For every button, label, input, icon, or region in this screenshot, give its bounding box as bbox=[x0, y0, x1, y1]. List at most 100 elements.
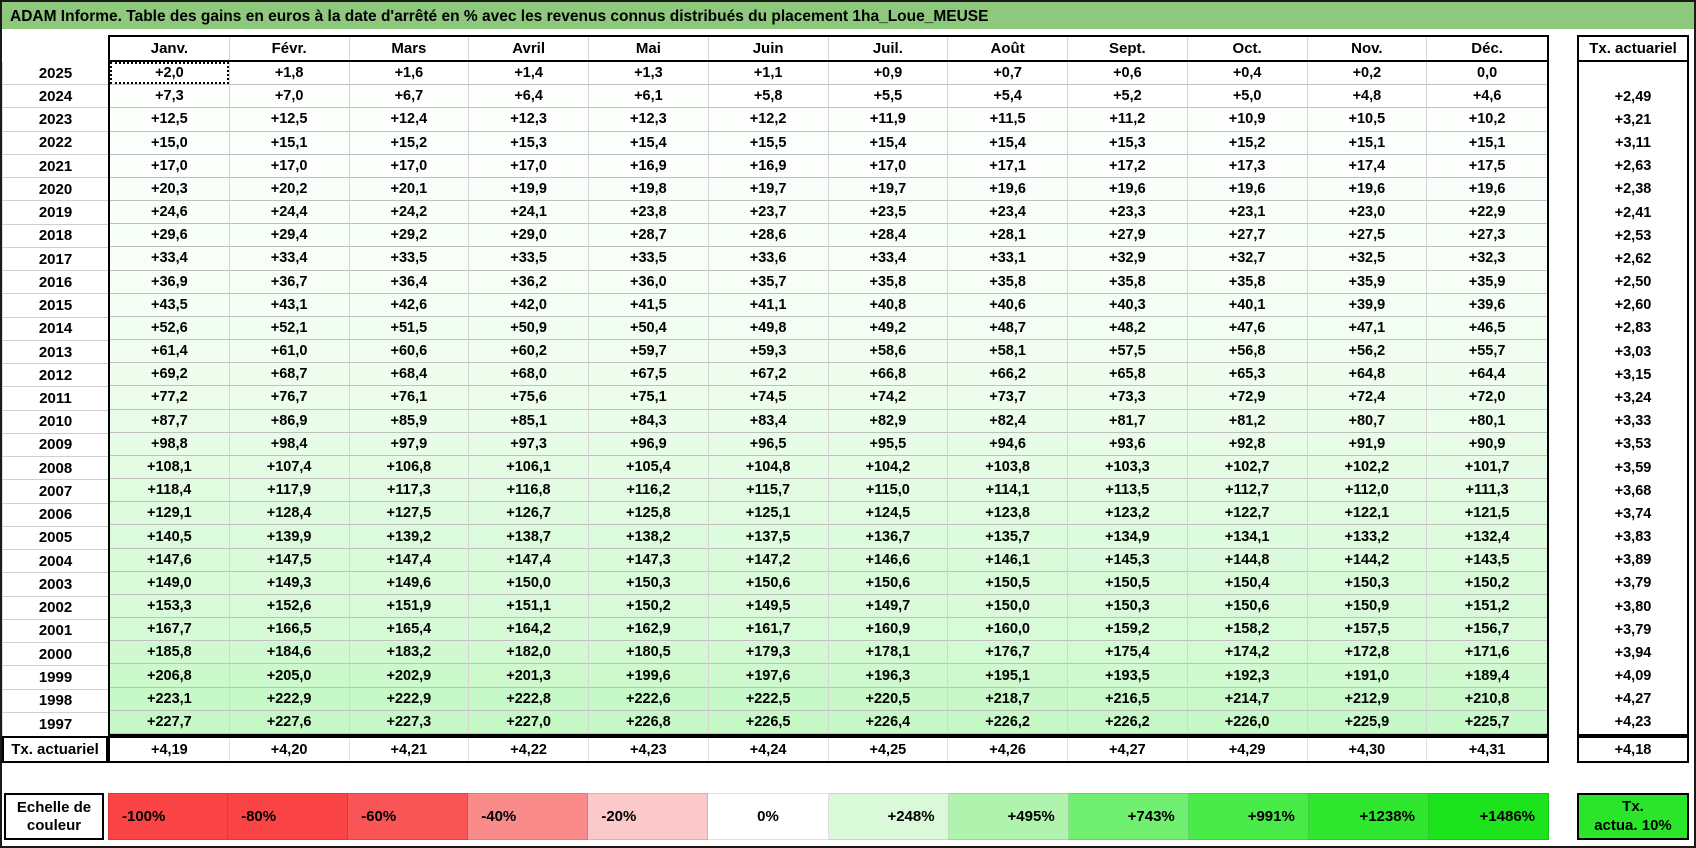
gain-cell[interactable]: +36,4 bbox=[349, 270, 470, 294]
gain-cell[interactable]: +36,0 bbox=[589, 270, 709, 294]
gain-cell[interactable]: +27,9 bbox=[1068, 224, 1188, 248]
tx-actuariel-cell[interactable]: +2,41 bbox=[1614, 204, 1652, 221]
gain-cell[interactable]: +149,6 bbox=[349, 571, 470, 595]
tx-actuariel-cell[interactable]: +3,89 bbox=[1614, 552, 1652, 569]
year-label[interactable]: 2011 bbox=[3, 387, 108, 411]
gain-cell[interactable]: +15,1 bbox=[1307, 131, 1428, 155]
gain-cell[interactable]: +80,1 bbox=[1427, 409, 1547, 433]
gain-cell[interactable]: +97,3 bbox=[469, 432, 589, 456]
gain-cell[interactable]: +19,7 bbox=[828, 177, 949, 202]
gain-cell[interactable]: +106,1 bbox=[469, 455, 589, 480]
gain-cell[interactable]: +48,7 bbox=[948, 316, 1068, 341]
gain-cell[interactable]: +15,2 bbox=[349, 131, 470, 155]
summary-cell[interactable]: +4,20 bbox=[230, 738, 350, 761]
gain-cell[interactable]: +5,8 bbox=[708, 85, 829, 109]
gain-cell[interactable]: +33,4 bbox=[229, 247, 350, 271]
gain-cell[interactable]: +23,7 bbox=[708, 201, 829, 225]
gain-cell[interactable]: +98,8 bbox=[110, 432, 230, 456]
year-label[interactable]: 2023 bbox=[3, 108, 108, 132]
gain-cell[interactable]: +7,3 bbox=[110, 85, 230, 109]
tx-actuariel-cell[interactable]: +4,27 bbox=[1614, 691, 1652, 708]
summary-cell[interactable]: +4,23 bbox=[589, 738, 709, 761]
gain-cell[interactable]: +98,4 bbox=[229, 432, 350, 456]
gain-cell[interactable]: +96,9 bbox=[589, 432, 709, 456]
gain-cell[interactable]: +33,1 bbox=[948, 247, 1068, 271]
gain-cell[interactable]: +101,7 bbox=[1427, 455, 1547, 480]
year-label[interactable]: 2009 bbox=[3, 433, 108, 458]
gain-cell[interactable]: +20,1 bbox=[349, 177, 470, 202]
gain-cell[interactable]: +23,5 bbox=[828, 201, 949, 225]
gain-cell[interactable]: +94,6 bbox=[948, 432, 1068, 456]
tx-actuariel-cell[interactable]: +3,79 bbox=[1614, 575, 1652, 592]
year-label[interactable]: 2015 bbox=[3, 294, 108, 318]
tx-actuariel-cell[interactable]: +3,33 bbox=[1614, 413, 1652, 430]
gain-cell[interactable]: +23,8 bbox=[589, 201, 709, 225]
month-header-cell[interactable]: Janv. bbox=[110, 37, 230, 60]
gain-cell[interactable]: +32,9 bbox=[1068, 247, 1188, 271]
year-label[interactable]: 2017 bbox=[3, 247, 108, 272]
gain-cell[interactable]: +66,2 bbox=[948, 363, 1068, 387]
gain-cell[interactable]: +180,5 bbox=[589, 641, 709, 665]
gain-cell[interactable]: +76,1 bbox=[349, 386, 470, 410]
summary-cell[interactable]: +4,19 bbox=[110, 738, 230, 761]
gain-cell[interactable]: +93,6 bbox=[1068, 432, 1188, 456]
gain-cell[interactable]: +153,3 bbox=[110, 594, 230, 619]
gain-cell[interactable]: +17,1 bbox=[948, 154, 1068, 178]
gain-cell[interactable]: +201,3 bbox=[469, 664, 589, 688]
gain-cell[interactable]: +103,3 bbox=[1068, 455, 1188, 480]
gain-cell[interactable]: +40,6 bbox=[948, 293, 1068, 317]
year-label[interactable]: 1997 bbox=[3, 712, 108, 736]
gain-cell[interactable]: +1,4 bbox=[469, 62, 589, 86]
gain-cell[interactable]: +11,9 bbox=[828, 108, 949, 132]
gain-cell[interactable]: +172,8 bbox=[1307, 641, 1428, 665]
gain-cell[interactable]: +202,9 bbox=[349, 664, 470, 688]
gain-cell[interactable]: +227,7 bbox=[110, 710, 230, 734]
gain-cell[interactable]: +150,0 bbox=[948, 594, 1068, 619]
gain-cell[interactable]: +1,3 bbox=[589, 62, 709, 86]
year-label[interactable]: 2008 bbox=[3, 457, 108, 481]
gain-cell[interactable]: +115,0 bbox=[828, 479, 949, 503]
summary-cell[interactable]: +4,22 bbox=[469, 738, 589, 761]
gain-cell[interactable]: +132,4 bbox=[1427, 525, 1547, 549]
gain-cell[interactable]: +40,3 bbox=[1068, 293, 1188, 317]
gain-cell[interactable]: +147,3 bbox=[589, 548, 709, 572]
gain-cell[interactable]: +160,9 bbox=[828, 618, 949, 642]
gain-cell[interactable]: +15,5 bbox=[708, 131, 829, 155]
gain-cell[interactable]: +42,0 bbox=[469, 293, 589, 317]
month-header-cell[interactable]: Août bbox=[948, 37, 1068, 60]
gain-cell[interactable]: +59,7 bbox=[589, 340, 709, 364]
gain-cell[interactable]: +4,8 bbox=[1307, 85, 1428, 109]
gain-cell[interactable]: +103,8 bbox=[948, 455, 1068, 480]
gain-cell[interactable]: +175,4 bbox=[1068, 641, 1188, 665]
gain-cell[interactable]: +73,3 bbox=[1068, 386, 1188, 410]
gain-cell[interactable]: +40,1 bbox=[1187, 293, 1308, 317]
gain-cell[interactable]: +46,5 bbox=[1427, 316, 1547, 341]
gain-cell[interactable]: +102,2 bbox=[1307, 455, 1428, 480]
gain-cell[interactable]: +147,4 bbox=[469, 548, 589, 572]
gain-cell[interactable]: +226,4 bbox=[828, 710, 949, 734]
month-header-cell[interactable]: Mars bbox=[349, 37, 470, 60]
gain-cell[interactable]: +65,8 bbox=[1068, 363, 1188, 387]
gain-cell[interactable]: +39,9 bbox=[1307, 293, 1428, 317]
color-scale-swatch[interactable]: -100% bbox=[108, 793, 229, 840]
gain-cell[interactable]: +111,3 bbox=[1427, 479, 1547, 503]
gain-cell[interactable]: +92,8 bbox=[1187, 432, 1308, 456]
gain-cell[interactable]: +47,1 bbox=[1307, 316, 1428, 341]
gain-cell[interactable]: +156,7 bbox=[1427, 618, 1547, 642]
gain-cell[interactable]: +35,8 bbox=[828, 270, 949, 294]
gain-cell[interactable]: +29,6 bbox=[110, 224, 230, 248]
gain-cell[interactable]: +12,5 bbox=[110, 108, 230, 132]
gain-cell[interactable]: +32,3 bbox=[1427, 247, 1547, 271]
gain-cell[interactable]: +20,2 bbox=[229, 177, 350, 202]
gain-cell[interactable]: +12,3 bbox=[469, 108, 589, 132]
color-scale-swatch[interactable]: +248% bbox=[828, 793, 949, 840]
gain-cell[interactable]: +29,0 bbox=[469, 224, 589, 248]
gain-cell[interactable]: +212,9 bbox=[1307, 687, 1428, 711]
month-header-cell[interactable]: Déc. bbox=[1427, 37, 1547, 60]
gain-cell[interactable]: +68,0 bbox=[469, 363, 589, 387]
gain-cell[interactable]: +104,2 bbox=[828, 455, 949, 480]
gain-cell[interactable]: +197,6 bbox=[708, 664, 829, 688]
gain-cell[interactable]: +0,7 bbox=[948, 62, 1068, 86]
gain-cell[interactable]: +195,1 bbox=[948, 664, 1068, 688]
gain-cell[interactable]: +12,5 bbox=[229, 108, 350, 132]
